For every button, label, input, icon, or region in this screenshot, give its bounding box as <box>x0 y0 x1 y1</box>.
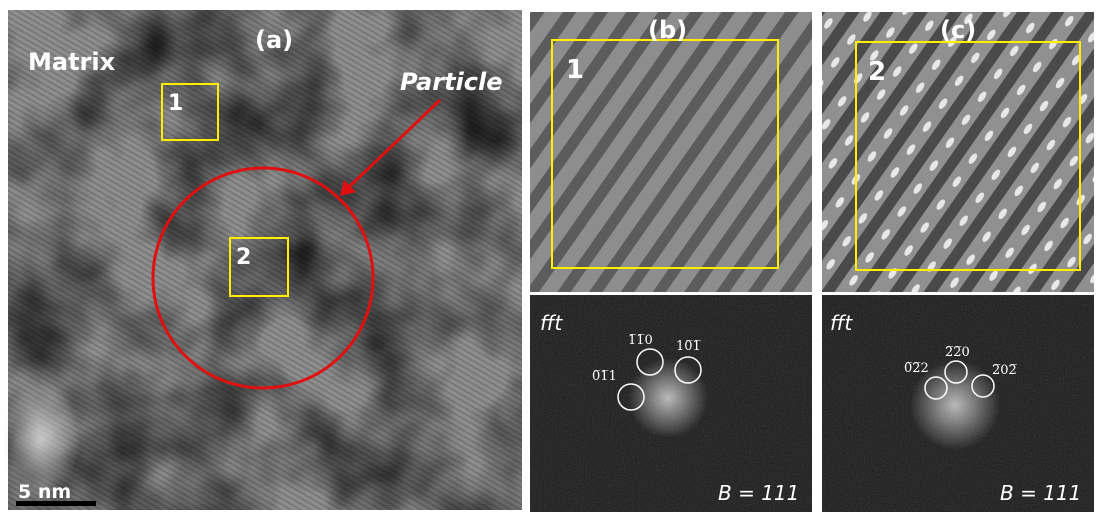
box-1 <box>161 83 219 141</box>
panel-label: (b) <box>648 16 687 44</box>
hrtem-zoom <box>530 12 812 292</box>
lattice <box>8 10 522 510</box>
spot-index: 2̅2̅0 <box>945 345 970 360</box>
box-label: 1 <box>566 55 584 85</box>
scale-bar-label: 5 nm <box>18 481 71 503</box>
panel-label: (a) <box>255 26 293 54</box>
spot-circle <box>617 383 645 411</box>
spot-circle <box>674 356 702 384</box>
arrow <box>346 98 442 190</box>
center-spot <box>628 358 708 438</box>
box <box>551 39 779 269</box>
spot-circle <box>944 360 968 384</box>
scale-bar <box>16 501 96 506</box>
box-label: 2 <box>236 245 251 270</box>
beam-direction: B = 111 <box>718 481 799 505</box>
fft-label: fft <box>540 311 563 335</box>
spot-index: 0̅2̅2 <box>904 361 929 376</box>
box-label: 2 <box>868 57 886 87</box>
panel-a: (a) Matrix Particle 1 2 5 nm <box>0 10 522 510</box>
fft-label: fft <box>830 311 853 335</box>
hrtem-zoom <box>822 12 1094 292</box>
box-label: 1 <box>168 91 183 116</box>
arrow-head <box>340 180 356 196</box>
beam-direction: B = 111 <box>1000 481 1081 505</box>
spot-circle <box>924 376 948 400</box>
particle-circle <box>151 166 375 390</box>
spot-index: 0̅1̅1 <box>592 369 617 384</box>
center-spot <box>910 360 1000 450</box>
bright-region <box>0 380 80 500</box>
spot-index: 2̅02̅ <box>992 363 1017 378</box>
panel-b: (b) 1 fft 1̅1̅0 10̅1̅ 0̅1̅1 B = 111 <box>530 12 812 512</box>
panel-label: (c) <box>940 16 976 44</box>
matrix-label: Matrix <box>28 48 116 76</box>
spot-index: 1̅1̅0 <box>628 333 653 348</box>
spot-circle <box>636 348 664 376</box>
box-2 <box>229 237 289 297</box>
spot-circle <box>971 374 995 398</box>
spot-index: 10̅1̅ <box>676 339 701 354</box>
box <box>855 41 1081 271</box>
panel-c: (c) 2 fft 2̅2̅0 0̅2̅2 2̅02̅ B = 111 <box>822 12 1094 512</box>
particle-label: Particle <box>400 68 503 96</box>
